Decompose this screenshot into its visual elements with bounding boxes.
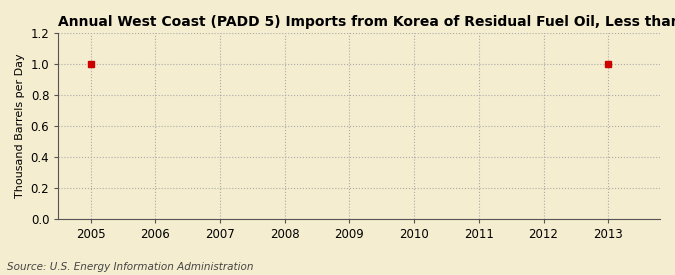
Y-axis label: Thousand Barrels per Day: Thousand Barrels per Day xyxy=(15,54,25,198)
Text: Source: U.S. Energy Information Administration: Source: U.S. Energy Information Administ… xyxy=(7,262,253,272)
Text: Annual West Coast (PADD 5) Imports from Korea of Residual Fuel Oil, Less than 0.: Annual West Coast (PADD 5) Imports from … xyxy=(58,15,675,29)
